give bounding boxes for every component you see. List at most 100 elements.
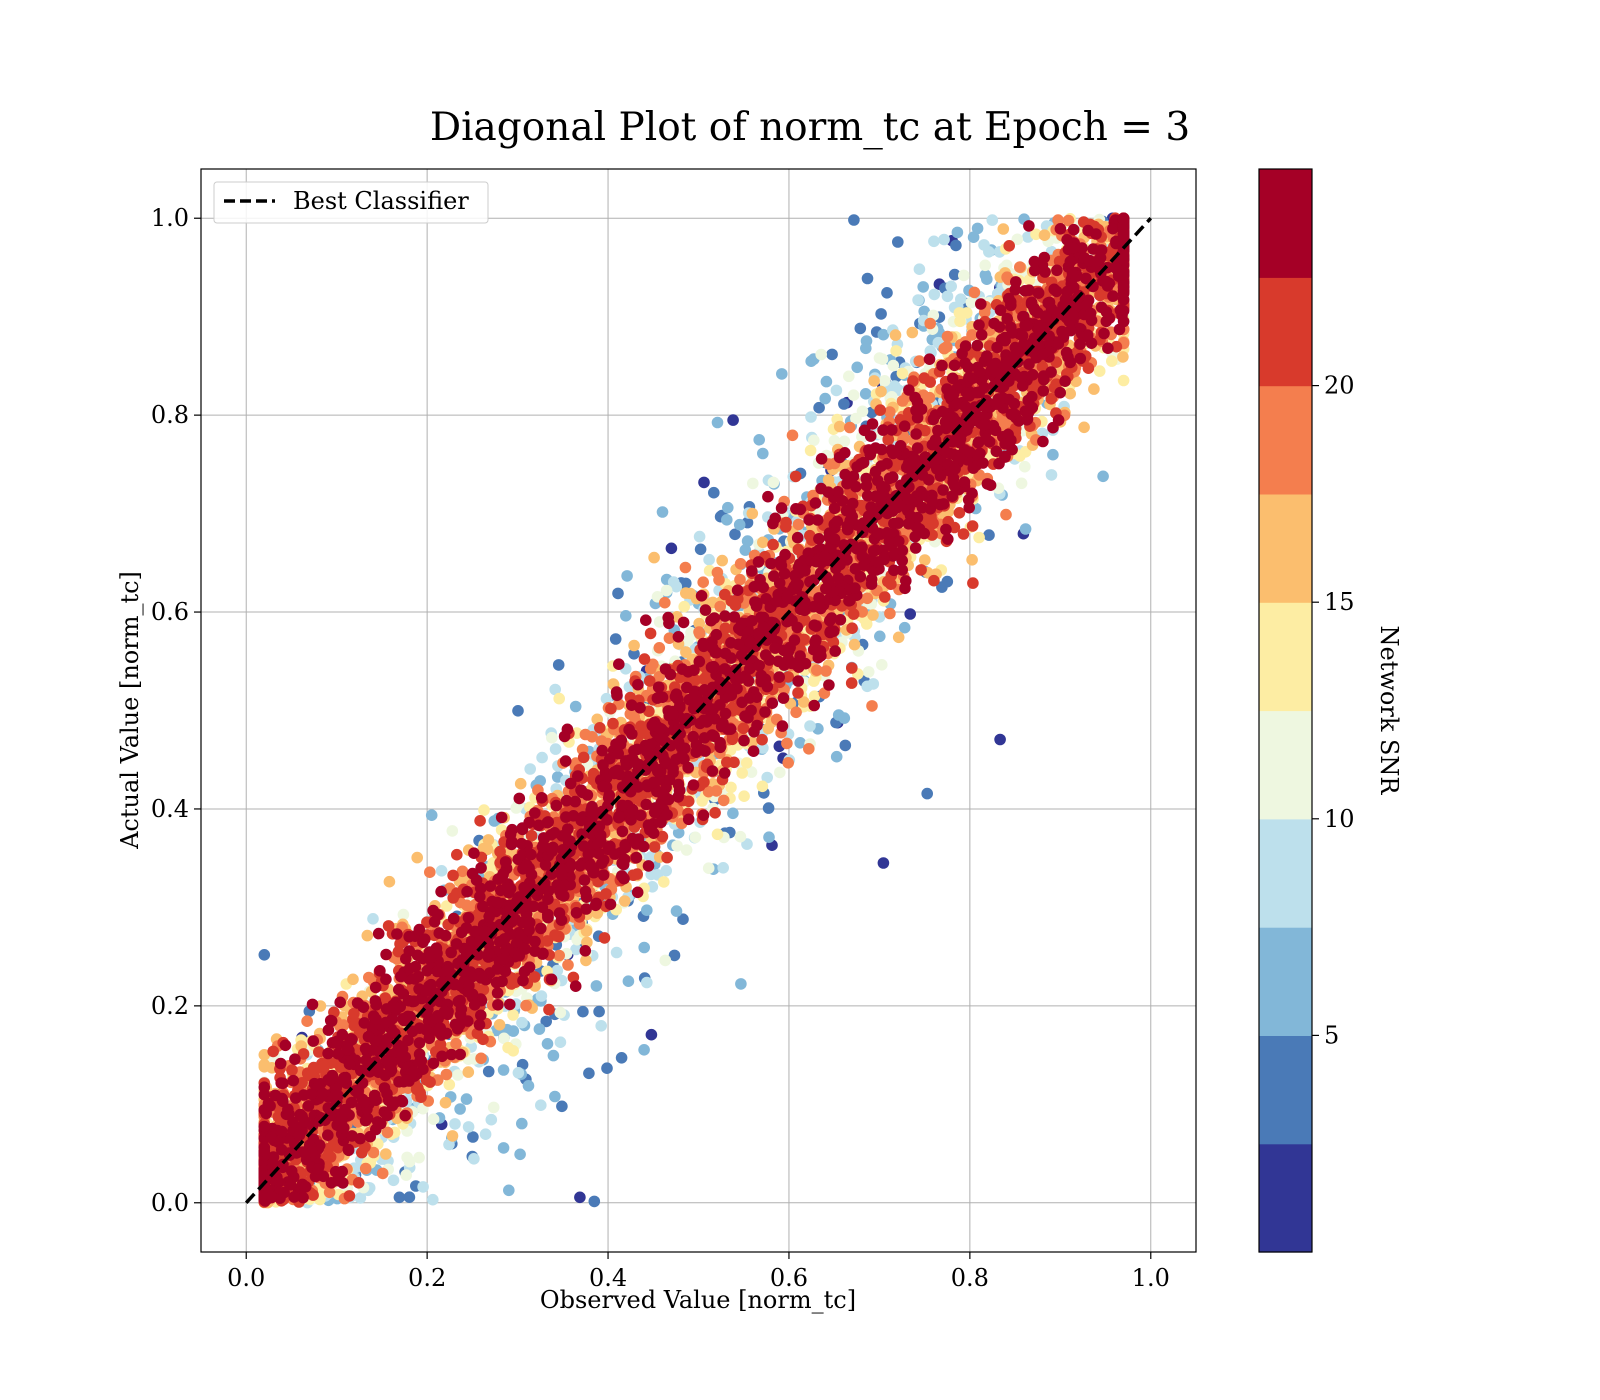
scatter-point bbox=[747, 477, 759, 490]
scatter-point bbox=[979, 269, 992, 281]
scatter-point bbox=[514, 777, 527, 790]
scatter-point bbox=[848, 214, 860, 226]
scatter-point bbox=[868, 375, 880, 387]
scatter-point bbox=[468, 1153, 480, 1165]
scatter-point bbox=[919, 554, 931, 566]
scatter-point bbox=[961, 307, 973, 319]
scatter-point bbox=[689, 831, 702, 844]
scatter-point bbox=[877, 328, 890, 341]
scatter-point bbox=[875, 385, 887, 398]
scatter-point bbox=[968, 286, 981, 299]
scatter-point bbox=[535, 990, 548, 1002]
scatter-point bbox=[593, 1005, 605, 1018]
scatter-point bbox=[417, 1181, 429, 1193]
scatter-point bbox=[979, 259, 991, 272]
scatter-point bbox=[541, 1038, 554, 1050]
scatter-point bbox=[454, 1103, 466, 1115]
scatter-point bbox=[892, 236, 904, 248]
scatter-point bbox=[574, 1191, 586, 1204]
scatter-point bbox=[552, 659, 565, 671]
scatter-point bbox=[638, 1044, 650, 1056]
scatter-point bbox=[524, 763, 536, 775]
scatter-point bbox=[467, 1131, 479, 1143]
scatter-point bbox=[645, 851, 657, 863]
scatter-point bbox=[813, 401, 825, 414]
scatter-point bbox=[536, 751, 548, 764]
scatter-point bbox=[411, 851, 424, 864]
scatter-point bbox=[757, 447, 769, 460]
scatter-point bbox=[547, 1049, 560, 1062]
scatter-point bbox=[928, 235, 940, 248]
scatter-point bbox=[615, 1052, 628, 1064]
scatter-points bbox=[258, 212, 1130, 1209]
scatter-point bbox=[621, 570, 633, 582]
scatter-point bbox=[889, 329, 902, 341]
scatter-point bbox=[679, 561, 692, 574]
scatter-point bbox=[670, 580, 683, 593]
scatter-point bbox=[507, 1025, 520, 1037]
scatter-point bbox=[711, 416, 724, 429]
scatter-point bbox=[516, 1117, 528, 1130]
scatter-point bbox=[727, 414, 739, 426]
scatter-point bbox=[367, 913, 379, 925]
scatter-point bbox=[583, 1067, 595, 1080]
scatter-point bbox=[595, 1020, 607, 1032]
scatter-point bbox=[427, 1113, 440, 1125]
scatter-point bbox=[577, 1005, 589, 1018]
scatter-point bbox=[950, 239, 962, 252]
scatter-point bbox=[439, 1096, 452, 1109]
scatter-point bbox=[514, 1148, 526, 1161]
scatter-point bbox=[820, 665, 832, 677]
scatter-point bbox=[746, 507, 759, 520]
scatter-point bbox=[717, 862, 729, 874]
scatter-point bbox=[847, 389, 860, 402]
scatter-point bbox=[830, 750, 843, 763]
scatter-point bbox=[913, 263, 926, 276]
scatter-point bbox=[1064, 387, 1076, 400]
scatter-point bbox=[697, 576, 709, 588]
scatter-point bbox=[1000, 508, 1012, 521]
scatter-point bbox=[862, 666, 875, 678]
scatter-point bbox=[258, 949, 271, 961]
scatter-point bbox=[497, 1064, 510, 1076]
scatter-point bbox=[874, 630, 886, 643]
scatter-point bbox=[973, 531, 985, 544]
scatter-point bbox=[546, 731, 558, 744]
scatter-point bbox=[668, 949, 681, 962]
scatter-point bbox=[967, 231, 980, 243]
scatter-point bbox=[782, 757, 794, 769]
scatter-point bbox=[612, 587, 624, 600]
scatter-point bbox=[380, 1148, 392, 1160]
scatter-point bbox=[1106, 355, 1118, 367]
scatter-point bbox=[645, 1028, 658, 1041]
scatter-point bbox=[570, 943, 582, 956]
scatter-point bbox=[721, 514, 733, 526]
scatter-point bbox=[475, 1052, 487, 1065]
scatter-point bbox=[601, 1062, 613, 1074]
scatter-point bbox=[877, 857, 890, 869]
scatter-point bbox=[774, 766, 786, 779]
scatter-point bbox=[928, 288, 941, 301]
scatter-point bbox=[804, 720, 816, 732]
scatter-point bbox=[387, 1174, 400, 1187]
scatter-point bbox=[887, 359, 900, 372]
scatter-point bbox=[462, 1066, 475, 1078]
scatter-point bbox=[859, 388, 872, 400]
scatter-point bbox=[890, 345, 902, 357]
scatter-point bbox=[512, 705, 524, 717]
scatter-point bbox=[660, 864, 672, 877]
scatter-point bbox=[912, 294, 924, 306]
scatter-point bbox=[820, 375, 833, 388]
scatter-point bbox=[917, 281, 929, 293]
scatter-point bbox=[460, 1093, 473, 1105]
scatter-point bbox=[867, 678, 880, 690]
scatter-point bbox=[258, 1058, 271, 1071]
scatter-point bbox=[446, 825, 459, 837]
scatter-point bbox=[553, 692, 565, 705]
scatter-point bbox=[896, 367, 909, 380]
scatter-point bbox=[734, 830, 747, 843]
scatter-point bbox=[876, 659, 888, 671]
scatter-point bbox=[361, 929, 374, 942]
scatter-point bbox=[641, 976, 653, 989]
scatter-point bbox=[610, 946, 623, 959]
